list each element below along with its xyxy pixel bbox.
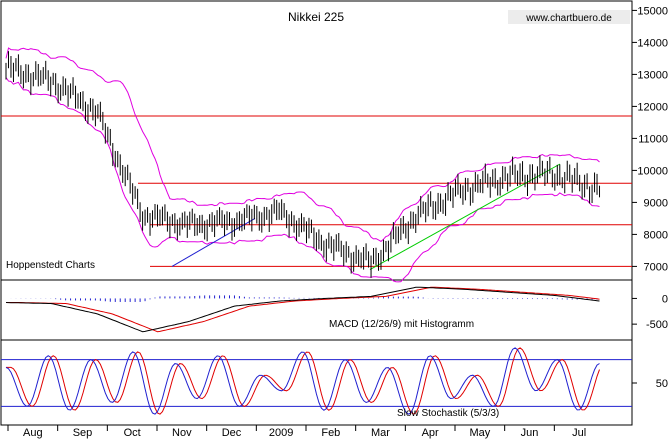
y-axis-ticks: 15000 14000 13000 12000 11000 10000 9000 8000 70…	[632, 5, 668, 390]
stochastic-panel	[1, 347, 632, 415]
x-tick-label: Feb	[321, 427, 340, 439]
y-tick-label: 13000	[637, 69, 668, 81]
macd-label: MACD (12/26/9) mit Histogramm	[329, 319, 474, 330]
watermark-box	[508, 10, 630, 24]
macd-tick-label: -500	[646, 319, 668, 331]
y-tick-label: 12000	[637, 101, 668, 113]
x-axis-ticks: Aug Sep Oct Nov Dec 2009 Feb Mar Apr May Jun Jul	[7, 425, 586, 439]
y-tick-label: 15000	[637, 5, 668, 17]
x-tick-label: Jun	[521, 427, 539, 439]
trendline-support	[171, 217, 256, 267]
x-tick-label: Sep	[73, 427, 93, 439]
x-tick-label: Oct	[124, 427, 141, 439]
y-tick-label: 9000	[644, 197, 668, 209]
x-tick-label: Apr	[422, 427, 439, 439]
stochastic-label: Slow Stochastik (5/3/3)	[397, 408, 499, 419]
x-tick-label: Mar	[371, 427, 390, 439]
x-tick-label: 2009	[269, 427, 293, 439]
stoch-tick-label: 50	[656, 378, 668, 390]
watermark: www.chartbuero.de	[525, 13, 612, 24]
trendlines	[171, 163, 561, 271]
chart-title: Nikkei 225	[288, 10, 344, 24]
x-tick-label: Aug	[23, 427, 43, 439]
plot-frame	[0, 0, 633, 426]
y-tick-label: 14000	[637, 37, 668, 49]
macd-tick-label: 0	[662, 293, 668, 305]
x-tick-label: Jul	[572, 427, 586, 439]
stoch-k-line	[5, 347, 600, 415]
y-tick-label: 11000	[638, 133, 668, 145]
y-tick-label: 10000	[637, 165, 668, 177]
macd-panel	[5, 286, 600, 333]
x-tick-label: Nov	[172, 427, 192, 439]
macd-signal-line	[6, 286, 600, 333]
x-tick-label: May	[469, 427, 490, 439]
macd-line	[5, 286, 600, 333]
price-bars	[5, 51, 601, 278]
y-tick-label: 7000	[644, 261, 668, 273]
stoch-d-line	[6, 347, 600, 415]
x-tick-label: Dec	[222, 427, 242, 439]
source-annotation: Hoppenstedt Charts	[6, 260, 95, 271]
upper-band	[5, 47, 600, 243]
horizontal-levels	[1, 115, 632, 267]
y-tick-label: 8000	[644, 229, 668, 241]
trendline-uptrend	[369, 163, 561, 271]
